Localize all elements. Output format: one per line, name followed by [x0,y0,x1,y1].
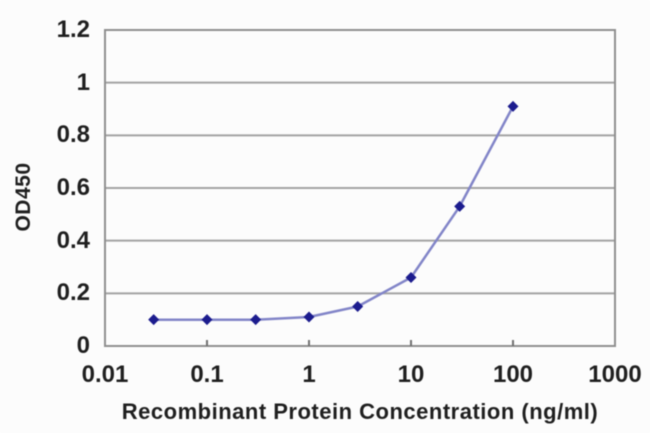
x-tick-label: 100 [492,361,534,388]
data-point-marker [201,314,213,326]
data-point-marker [250,314,262,326]
y-tick-label: 0.2 [56,279,90,307]
data-point-marker [148,314,160,326]
plot-frame [104,29,616,347]
y-tick-label: 0 [76,332,90,359]
x-tick-label: 1000 [588,361,642,388]
x-tick-label: 1 [302,361,316,388]
data-point-marker [352,301,364,312]
y-tick-label: 0.4 [56,226,90,254]
x-tick-label: 10 [397,361,425,388]
data-point-marker [405,272,417,284]
data-point-marker [507,100,519,112]
data-point-marker [454,200,466,212]
x-axis-title: Recombinant Protein Concentration (ng/ml… [121,399,599,424]
y-axis-title: OD450 [12,162,35,232]
y-tick-label: 1 [76,68,90,96]
y-tick-label: 1.2 [56,16,90,43]
series-line [152,105,515,321]
data-point-marker [303,311,315,323]
x-tick-label: 0.01 [81,361,129,388]
y-tick-label: 0.6 [56,174,90,201]
y-tick-label: 0.8 [56,121,90,149]
x-tick-label: 0.1 [190,361,224,388]
